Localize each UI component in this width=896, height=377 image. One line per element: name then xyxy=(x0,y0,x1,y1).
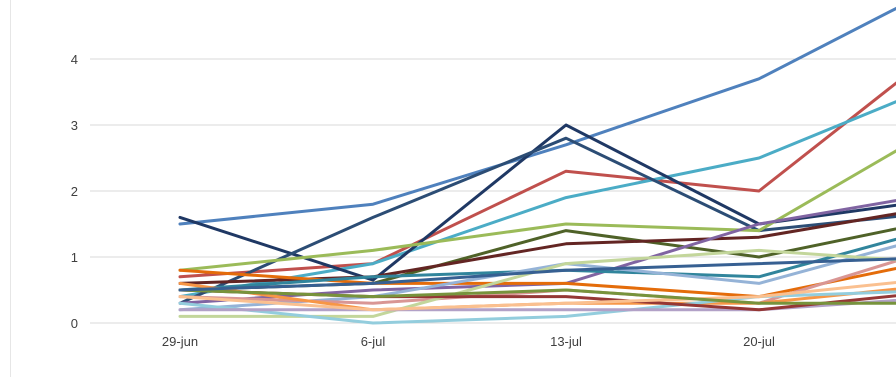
y-tick-label: 2 xyxy=(71,184,78,199)
series-line-3 xyxy=(178,100,896,299)
x-axis-labels: 29-jun 6-jul 13-jul 20-jul xyxy=(162,334,775,349)
x-tick-label: 6-jul xyxy=(361,334,386,349)
series-line-20 xyxy=(178,288,896,305)
x-tick-label: 13-jul xyxy=(550,334,582,349)
series-line-21 xyxy=(178,257,896,292)
y-tick-label: 1 xyxy=(71,250,78,265)
series-line-17 xyxy=(178,298,896,312)
series-line-16 xyxy=(178,290,896,325)
series-line-5 xyxy=(178,136,896,305)
series-line-4 xyxy=(178,123,896,282)
series-line-6 xyxy=(178,149,896,272)
y-axis-labels: 0 1 2 3 4 xyxy=(71,52,78,331)
y-tick-label: 3 xyxy=(71,118,78,133)
x-tick-label: 29-jun xyxy=(162,334,198,349)
series-lines xyxy=(178,6,896,325)
chart-left-border xyxy=(10,0,11,377)
x-tick-label: 20-jul xyxy=(743,334,775,349)
y-tick-label: 0 xyxy=(71,316,78,331)
y-tick-label: 4 xyxy=(71,52,78,67)
series-line-1 xyxy=(178,6,896,226)
series-line-19 xyxy=(178,281,896,312)
series-line-2 xyxy=(178,81,896,279)
